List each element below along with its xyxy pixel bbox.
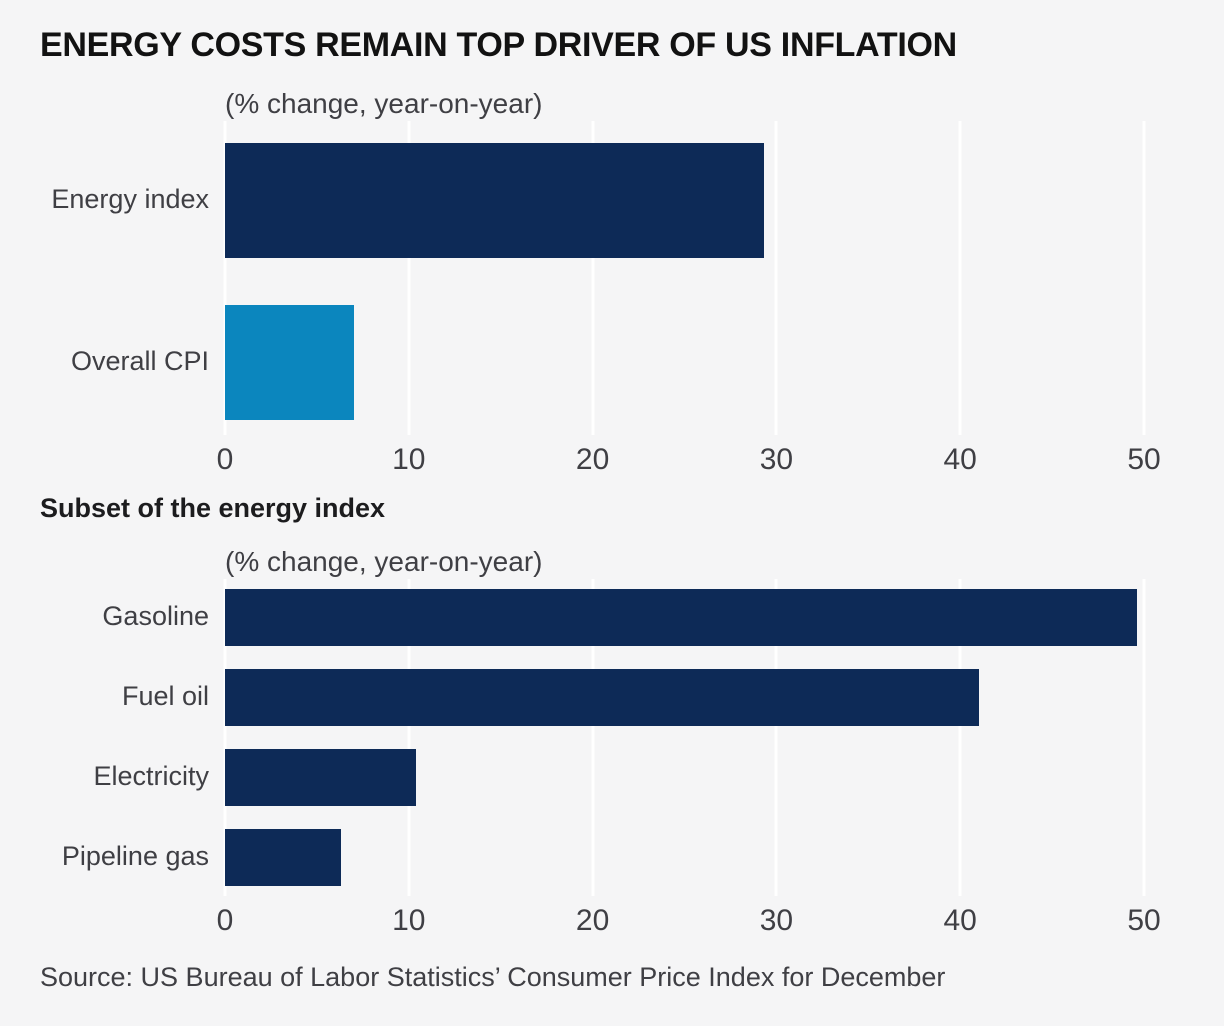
gridline: [958, 120, 962, 435]
source-note: Source: US Bureau of Labor Statistics’ C…: [40, 961, 946, 992]
category-label: Pipeline gas: [61, 841, 209, 872]
bar-track: [225, 142, 1144, 258]
bar-row: Energy index: [40, 142, 1144, 258]
chart-subtitle: (% change, year-on-year): [225, 87, 543, 119]
bar-row: Gasoline: [40, 588, 1144, 646]
gridline: [223, 120, 227, 435]
gridline: [591, 578, 595, 896]
bar-electricity: [225, 748, 417, 806]
gridlines-layer: [223, 578, 1146, 896]
category-label: Electricity: [93, 761, 209, 792]
bar-gasoline: [225, 588, 1137, 646]
category-label: Energy index: [51, 184, 209, 215]
bar-fuel-oil: [225, 668, 979, 726]
chart-top-inflation: (% change, year-on-year) Energy index Ove…: [40, 87, 1161, 481]
gridlines-layer: [223, 120, 1146, 435]
tick-label: 20: [575, 903, 610, 937]
bar-track: [225, 304, 1144, 420]
tick-label: 10: [392, 903, 426, 937]
gridline: [774, 120, 778, 435]
tick-label: 50: [1127, 903, 1161, 937]
bar-row: Electricity: [40, 748, 1144, 806]
bar-pipeline-gas: [225, 828, 341, 886]
bar-overall-cpi: [225, 304, 354, 420]
gridline: [958, 578, 962, 896]
tick-label: 0: [216, 903, 234, 937]
x-axis: 0 10 20 30 40 50: [217, 896, 1161, 942]
tick-label: 10: [392, 442, 426, 476]
gridline: [591, 120, 595, 435]
gridline: [407, 578, 411, 896]
bar-row: Pipeline gas: [40, 828, 1144, 886]
gridline: [407, 120, 411, 435]
bar-row: Fuel oil: [40, 668, 1144, 726]
tick-label: 40: [943, 442, 977, 476]
subset-heading: Subset of the energy index: [40, 492, 386, 523]
tick-label: 50: [1127, 442, 1161, 476]
bar-energy-index: [225, 142, 764, 258]
tick-label: 30: [759, 442, 794, 476]
plot-area: Gasoline Fuel oil Electricity Pipeline gas: [40, 578, 1146, 896]
gridline: [774, 578, 778, 896]
gridline: [1142, 578, 1146, 896]
bar-rows: Energy index Overall CPI: [40, 121, 1144, 435]
bar-track: [225, 828, 1144, 886]
bar-track: [225, 588, 1144, 646]
bar-row: Overall CPI: [40, 304, 1144, 420]
tick-label: 30: [759, 903, 794, 937]
category-label: Overall CPI: [70, 346, 209, 377]
plot-area: Energy index Overall CPI: [40, 120, 1146, 435]
category-label: Fuel oil: [121, 681, 209, 712]
chart-energy-subset: (% change, year-on-year) Gasoline Fuel oi…: [40, 545, 1161, 942]
tick-label: 20: [575, 442, 610, 476]
bar-track: [225, 668, 1144, 726]
x-axis: 0 10 20 30 40 50: [217, 435, 1161, 481]
tick-label: 40: [943, 903, 977, 937]
chart-subtitle: (% change, year-on-year): [225, 545, 543, 577]
gridline: [1142, 120, 1146, 435]
tick-label: 0: [216, 442, 234, 476]
gridline: [223, 578, 227, 896]
bar-track: [225, 748, 1144, 806]
category-label: Gasoline: [102, 601, 209, 632]
chart-title: ENERGY COSTS REMAIN TOP DRIVER OF US INF…: [40, 26, 957, 64]
bar-rows: Gasoline Fuel oil Electricity Pipeline gas: [40, 579, 1144, 896]
